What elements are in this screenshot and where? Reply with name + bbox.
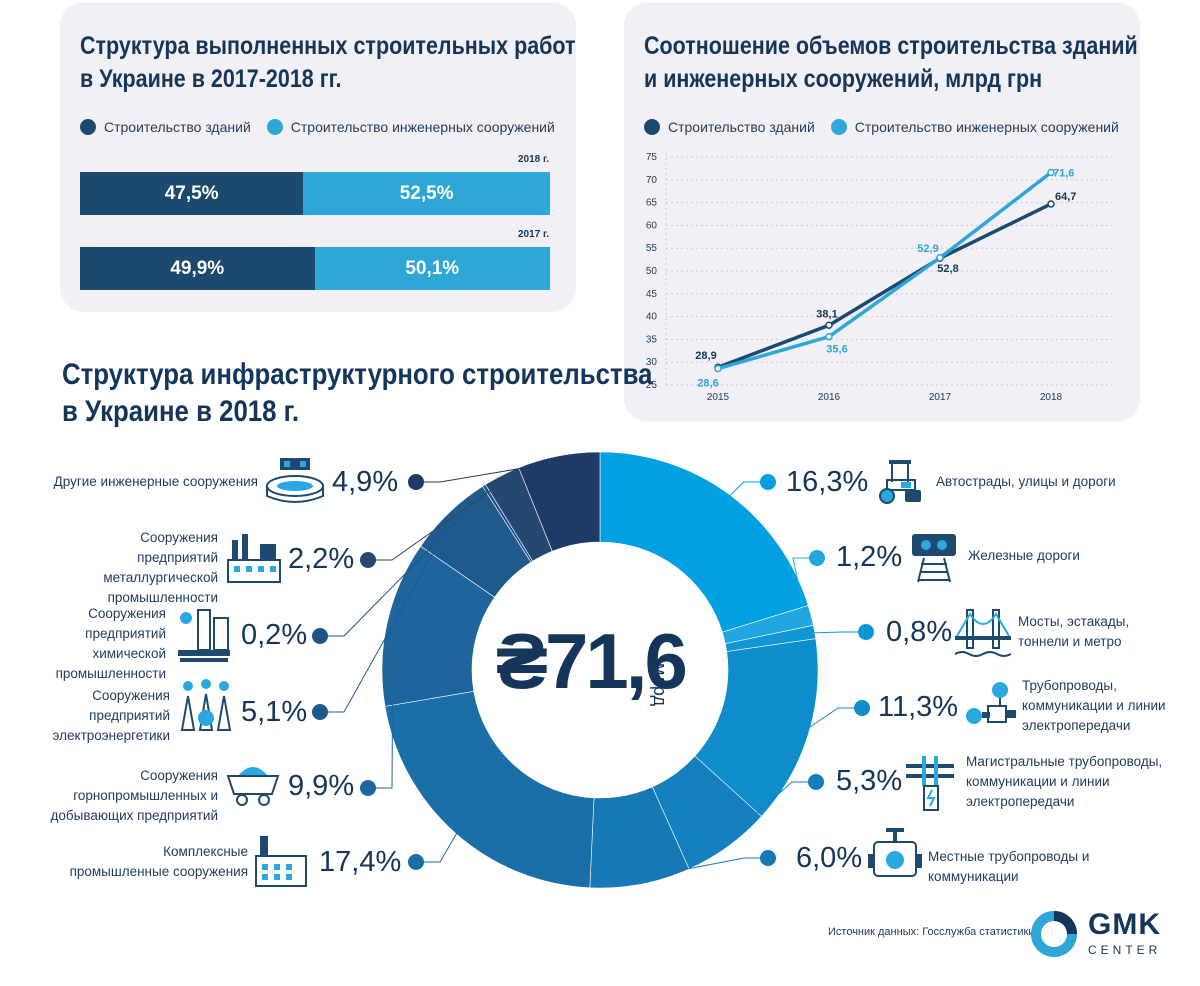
leader-dot xyxy=(408,474,424,490)
donut-center-value: ₴71,6 xyxy=(496,617,688,705)
slice-pct-power-plants: 5,1% xyxy=(241,696,308,728)
panel1-title-line2: в Украине в 2017-2018 гг. xyxy=(80,65,342,93)
stacked-bar-2018: 47,5% 52,5% xyxy=(80,172,550,215)
legend-item-engineering: Строительство инженерных сооружений xyxy=(266,119,555,135)
legend-item-engineering: Строительство инженерных сооружений xyxy=(830,119,1119,135)
railway-icon xyxy=(912,534,956,583)
panel2-legend: Строительство зданий Строительство инжен… xyxy=(644,119,1135,135)
donut-title-line2: в Украине в 2018 г. xyxy=(62,395,300,428)
bar-year-label: 2018 г. xyxy=(518,154,549,165)
slice-label-metallurgy: Сооружения предприятий металлургической … xyxy=(103,530,218,605)
slice-pct-metallurgy: 2,2% xyxy=(288,543,355,575)
legend-label: Строительство зданий xyxy=(668,119,815,135)
leader-dot xyxy=(808,774,824,790)
slice-label-chemical: Сооружения предприятий химической промыш… xyxy=(55,606,166,681)
leader-dot xyxy=(408,854,424,870)
leader-dot xyxy=(854,700,870,716)
slice-pct-other: 4,9% xyxy=(332,466,399,498)
data-source: Источник данных: Госслужба статистики xyxy=(828,926,1035,938)
slice-pct-industrial: 17,4% xyxy=(319,846,402,878)
panel1-legend: Строительство зданий Строительство инжен… xyxy=(80,119,571,135)
valve-icon xyxy=(868,828,922,877)
panel2-title-line1: Соотношение объемов строительства зданий xyxy=(644,32,1138,60)
bar-segment-engineering: 50,1% xyxy=(314,247,550,290)
donut-slice xyxy=(518,451,601,552)
leader-dot xyxy=(312,628,328,644)
slice-label-other: Другие инженерные сооружения xyxy=(53,474,258,489)
stacked-bar-2017: 49,9% 50,1% xyxy=(80,247,550,290)
panel1-title-line1: Структура выполненных строительных работ xyxy=(80,32,576,60)
slice-pct-pipelines: 11,3% xyxy=(878,691,959,723)
panel1-title: Структура выполненных строительных работ… xyxy=(80,30,576,96)
steel-plant-icon xyxy=(227,534,281,583)
slice-label-mining: Сооружения горнопромышленных и добывающи… xyxy=(50,768,218,823)
bar-segment-buildings: 47,5% xyxy=(80,172,304,215)
leader-dot xyxy=(858,624,874,640)
bar-segment-engineering: 52,5% xyxy=(303,172,550,215)
stadium-icon xyxy=(266,458,324,503)
slice-pct-chemical: 0,2% xyxy=(241,619,308,651)
industrial-complex-icon xyxy=(255,836,307,887)
gmk-logo-icon xyxy=(1031,911,1077,957)
leader-dot xyxy=(760,474,776,490)
panel2-title-line2: и инженерных сооружений, млрд грн xyxy=(644,65,1043,93)
brand-name: GMK xyxy=(1088,908,1161,941)
slice-pct-main-pipelines: 5,3% xyxy=(836,765,903,797)
slice-pct-mining: 9,9% xyxy=(288,770,355,802)
leader-dot xyxy=(360,780,376,796)
legend-item-buildings: Строительство зданий xyxy=(644,119,815,135)
slice-label-roads: Автострады, улицы и дороги xyxy=(936,474,1116,489)
donut-center-unit: млрд xyxy=(650,663,670,706)
slice-pct-railways: 1,2% xyxy=(836,541,903,573)
slice-label-local-pipelines: Местные трубопроводы и коммуникации xyxy=(928,849,1090,884)
donut-slice xyxy=(599,451,809,633)
slice-label-industrial: Комплексные промышленные сооружения xyxy=(69,844,248,879)
donut-title: Структура инфраструктурного строительств… xyxy=(62,356,652,430)
leader-dot xyxy=(809,550,825,566)
power-line-icon xyxy=(906,756,954,811)
slice-pct-local-pipelines: 6,0% xyxy=(796,842,863,874)
slice-label-power-plants: Сооружения предприятий электроэнергетики xyxy=(52,688,170,743)
mining-cart-icon xyxy=(226,767,280,806)
leader-line xyxy=(416,828,460,863)
bridge-icon xyxy=(955,609,1011,657)
bar-year-label: 2017 г. xyxy=(518,229,549,240)
slice-pct-roads: 16,3% xyxy=(786,466,869,498)
bar-segment-buildings: 49,9% xyxy=(80,247,315,290)
leader-dot xyxy=(760,850,776,866)
pipeline-icon xyxy=(966,682,1016,724)
brand-sub: CENTER xyxy=(1088,943,1162,957)
leader-dot xyxy=(360,552,376,568)
leader-line xyxy=(808,631,866,634)
slice-label-bridges: Мосты, эстакады, тоннели и метро xyxy=(1018,614,1130,649)
power-plant-icon xyxy=(180,679,232,731)
legend-label: Строительство инженерных сооружений xyxy=(290,119,555,135)
road-roller-icon xyxy=(879,460,921,504)
slice-label-railways: Железные дороги xyxy=(968,548,1080,563)
donut-slice xyxy=(384,691,595,889)
slice-pct-bridges: 0,8% xyxy=(886,616,953,648)
legend-label: Строительство зданий xyxy=(104,119,251,135)
slice-label-pipelines: Трубопроводы, коммуникации и линии элект… xyxy=(1022,678,1166,733)
legend-label: Строительство инженерных сооружений xyxy=(854,119,1119,135)
panel2-title: Соотношение объемов строительства зданий… xyxy=(644,30,1138,96)
donut-title-line1: Структура инфраструктурного строительств… xyxy=(62,358,653,391)
slice-label-main-pipelines: Магистральные трубопроводы, коммуникации… xyxy=(966,754,1163,809)
legend-item-buildings: Строительство зданий xyxy=(80,119,251,135)
chemical-plant-icon xyxy=(178,609,230,662)
leader-dot xyxy=(312,704,328,720)
